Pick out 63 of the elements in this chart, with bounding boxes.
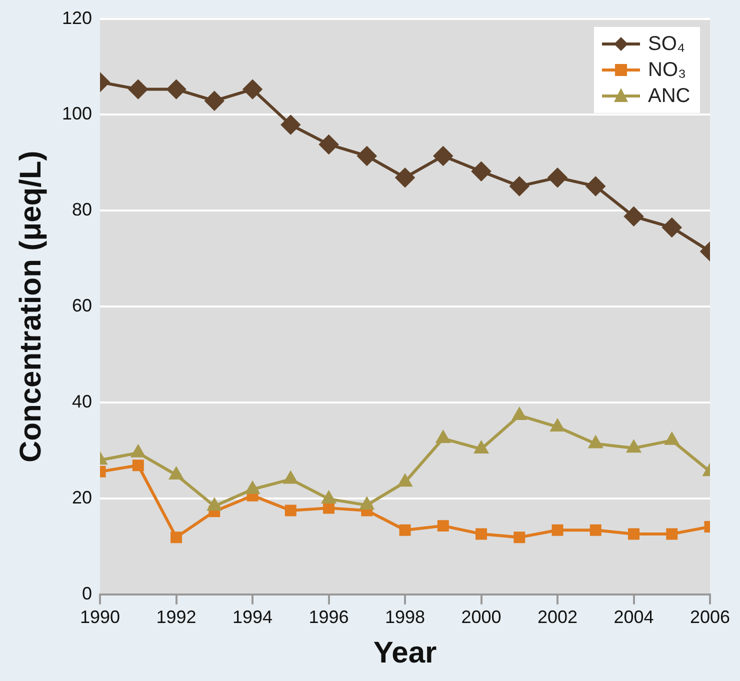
- point: [552, 524, 564, 536]
- point: [550, 419, 564, 432]
- y-tick-label: 80: [72, 200, 92, 220]
- point: [548, 168, 568, 188]
- point: [624, 206, 644, 226]
- point: [665, 432, 679, 445]
- y-tick-label: 100: [62, 104, 92, 124]
- y-axis-title: Concentration (μeq/L): [14, 150, 48, 462]
- x-tick-label: 1996: [308, 607, 349, 628]
- x-tick-label: 1998: [384, 607, 426, 628]
- point: [319, 134, 338, 154]
- point: [476, 528, 488, 540]
- x-tick-label: 2000: [461, 607, 502, 628]
- point: [666, 528, 678, 540]
- point: [588, 436, 602, 448]
- legend-label: NO₃: [648, 58, 686, 83]
- point: [586, 176, 606, 196]
- point: [510, 176, 529, 196]
- point: [436, 431, 450, 444]
- point: [662, 218, 682, 237]
- x-tick-label: 1994: [232, 607, 273, 628]
- x-axis-title: Year: [373, 636, 438, 670]
- point: [399, 524, 411, 536]
- point: [627, 440, 640, 453]
- legend-label: SO₄: [648, 32, 686, 57]
- point: [628, 528, 640, 540]
- y-tick-label: 120: [62, 8, 92, 28]
- point: [357, 146, 376, 166]
- point: [208, 498, 222, 511]
- point: [474, 442, 488, 454]
- point: [323, 502, 335, 514]
- point: [514, 532, 526, 544]
- point: [170, 532, 182, 544]
- point: [166, 80, 186, 99]
- x-tick-label: 2004: [614, 607, 654, 628]
- point: [434, 146, 453, 166]
- point: [284, 472, 298, 484]
- point: [132, 460, 144, 472]
- legend-label: ANC: [648, 84, 690, 109]
- y-tick-label: 0: [82, 583, 92, 604]
- x-tick-label: 2002: [537, 607, 578, 628]
- x-tick-label: 2006: [690, 607, 730, 628]
- y-tick-label: 60: [72, 296, 92, 316]
- point: [512, 408, 526, 420]
- point: [360, 498, 374, 510]
- point: [322, 491, 336, 504]
- point: [128, 80, 148, 99]
- point: [398, 474, 412, 487]
- point: [396, 168, 415, 188]
- x-tick-label: 1990: [80, 607, 120, 628]
- point: [437, 520, 449, 532]
- point: [204, 91, 224, 110]
- point: [246, 482, 260, 494]
- point: [170, 467, 183, 480]
- point: [590, 524, 602, 536]
- point: [284, 504, 296, 516]
- point: [243, 80, 262, 99]
- y-tick-label: 40: [72, 392, 92, 412]
- point: [472, 162, 491, 181]
- y-tick-label: 20: [72, 487, 92, 508]
- point: [131, 445, 145, 458]
- point: [281, 115, 300, 134]
- x-tick-label: 1992: [156, 607, 196, 628]
